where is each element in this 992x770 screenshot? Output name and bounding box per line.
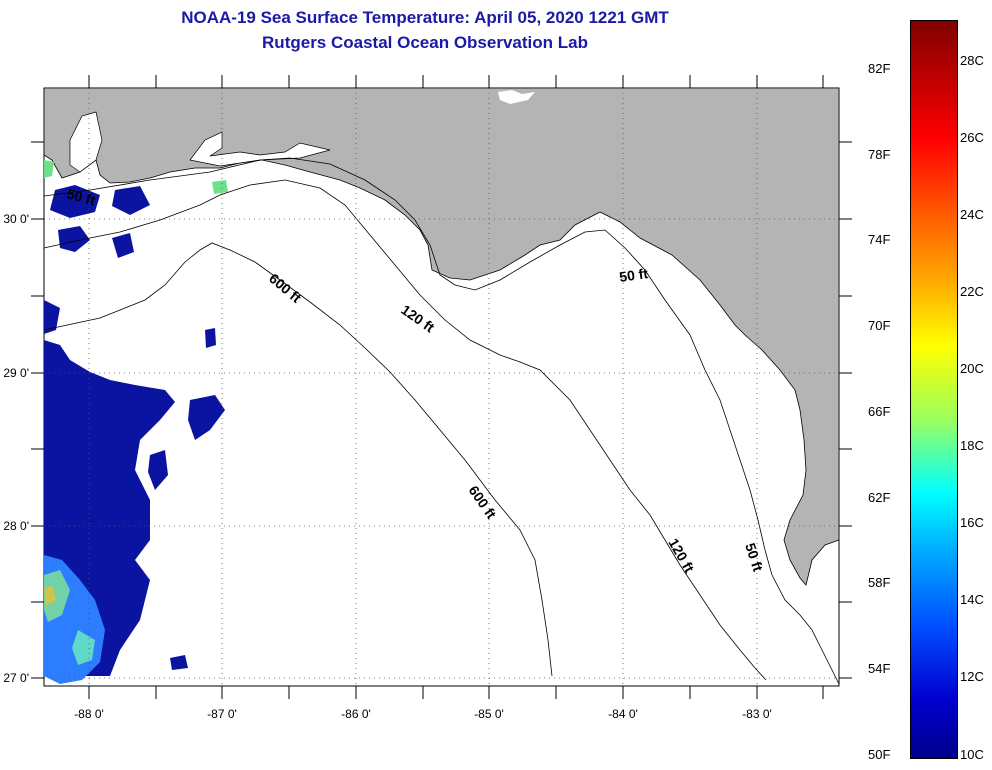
colorbar-f-label: 62F: [868, 490, 891, 505]
colorbar-f-label: 50F: [868, 747, 891, 762]
cold-water-patch: [58, 226, 90, 252]
contour-label-50ft: 50 ft: [65, 185, 97, 208]
lon-label: -85 0': [474, 707, 504, 721]
colorbar-c-label: 20C: [960, 361, 984, 376]
colorbar-c-label: 18C: [960, 438, 984, 453]
colorbar-f-label: 54F: [868, 661, 891, 676]
cold-water-patch: [112, 186, 150, 215]
lat-label: 30 0': [3, 212, 29, 226]
lon-label: -87 0': [207, 707, 237, 721]
colorbar-c-label: 24C: [960, 207, 984, 222]
cold-water-patch: [44, 300, 60, 334]
land-mass: [43, 87, 840, 586]
colorbar-f-label: 78F: [868, 147, 891, 162]
cold-water-patch: [112, 233, 134, 258]
contour-120ft: [43, 179, 767, 681]
lat-label: 29 0': [3, 366, 29, 380]
cold-water-patch: [148, 450, 168, 490]
lon-label: -86 0': [341, 707, 371, 721]
colorbar-c-label: 12C: [960, 669, 984, 684]
temperature-colorbar: [910, 20, 958, 759]
colorbar-c-label: 16C: [960, 515, 984, 530]
colorbar-c-label: 28C: [960, 53, 984, 68]
lon-label: -88 0': [74, 707, 104, 721]
cold-water-patch: [188, 395, 225, 440]
colorbar-f-label: 74F: [868, 232, 891, 247]
bathymetry-contours: [43, 157, 840, 685]
colorbar-f-label: 66F: [868, 404, 891, 419]
colorbar-f-label: 82F: [868, 61, 891, 76]
contour-600ft: [43, 242, 553, 677]
colorbar-f-label: 70F: [868, 318, 891, 333]
map-title: NOAA-19 Sea Surface Temperature: April 0…: [181, 8, 669, 27]
colorbar-c-label: 26C: [960, 130, 984, 145]
warm-water-patch: [212, 180, 228, 194]
lon-label: -84 0': [608, 707, 638, 721]
axis-ticks: [31, 75, 852, 699]
colorbar-c-label: 10C: [960, 747, 984, 762]
contour-50ft: [43, 157, 840, 685]
contour-label-50ft: 50 ft: [618, 265, 649, 285]
inland-lake: [498, 90, 535, 104]
colorbar-c-label: 22C: [960, 284, 984, 299]
lat-label: 27 0': [3, 671, 29, 685]
lon-label: -83 0': [742, 707, 772, 721]
warm-water-patch: [44, 570, 70, 622]
warm-water-patch: [44, 160, 54, 178]
warm-water-patch: [44, 585, 56, 606]
map-subtitle: Rutgers Coastal Ocean Observation Lab: [262, 33, 588, 52]
cold-water-patch: [205, 328, 216, 348]
bay-water: [69, 111, 103, 173]
cold-water-patch: [170, 655, 188, 670]
colorbar-f-label: 58F: [868, 575, 891, 590]
colorbar-c-label: 14C: [960, 592, 984, 607]
lat-label: 28 0': [3, 519, 29, 533]
